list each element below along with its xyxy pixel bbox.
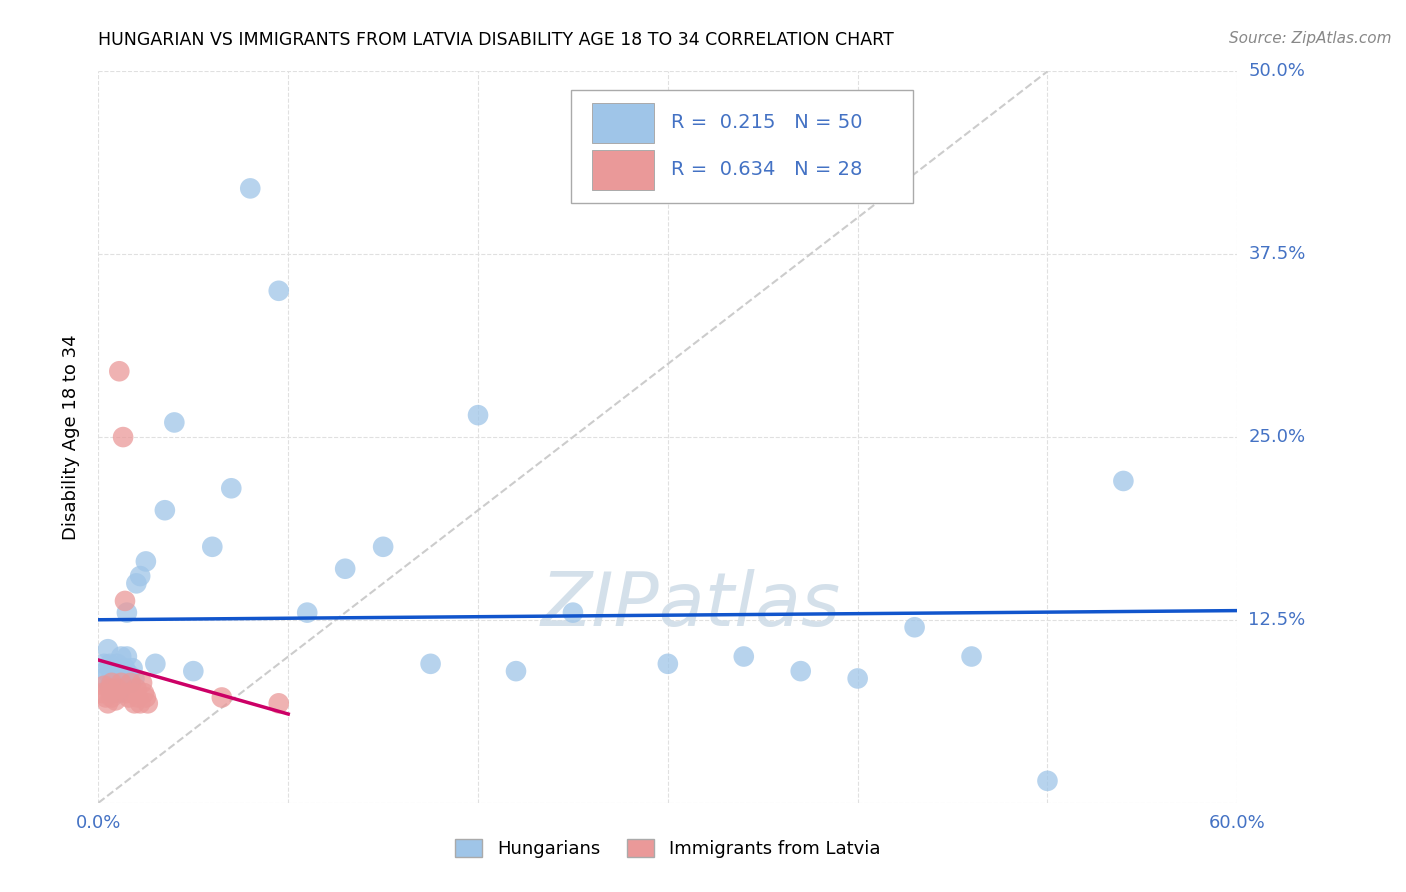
Point	[201, 540, 224, 554]
Text: HUNGARIAN VS IMMIGRANTS FROM LATVIA DISABILITY AGE 18 TO 34 CORRELATION CHART: HUNGARIAN VS IMMIGRANTS FROM LATVIA DISA…	[98, 31, 894, 49]
Point	[114, 594, 136, 608]
Text: Source: ZipAtlas.com: Source: ZipAtlas.com	[1229, 31, 1392, 46]
Point	[104, 681, 127, 696]
Point	[131, 676, 153, 690]
Point	[121, 661, 143, 675]
Point	[127, 690, 149, 705]
Point	[118, 690, 141, 705]
Point	[419, 657, 441, 671]
Point	[125, 576, 148, 591]
Point	[91, 672, 114, 686]
Point	[100, 676, 122, 690]
Point	[98, 681, 121, 696]
Text: 25.0%: 25.0%	[1249, 428, 1306, 446]
Point	[93, 679, 115, 693]
Point	[211, 690, 233, 705]
Point	[97, 696, 120, 710]
Point	[103, 661, 125, 675]
Point	[112, 672, 135, 686]
Point	[129, 569, 152, 583]
Point	[124, 696, 146, 710]
Point	[1112, 474, 1135, 488]
Point	[733, 649, 755, 664]
Point	[112, 664, 135, 678]
Point	[135, 554, 157, 568]
Point	[98, 657, 121, 671]
Point	[145, 657, 167, 671]
Point	[120, 676, 142, 690]
Point	[267, 696, 290, 710]
Point	[110, 676, 132, 690]
Point	[98, 679, 121, 693]
Point	[121, 686, 143, 700]
Point	[115, 606, 138, 620]
Point	[136, 696, 159, 710]
Point	[91, 686, 114, 700]
Point	[267, 284, 290, 298]
Point	[94, 690, 117, 705]
Point	[112, 430, 135, 444]
Point	[125, 681, 148, 696]
Point	[94, 664, 117, 678]
Point	[335, 562, 357, 576]
Point	[132, 686, 155, 700]
Point	[960, 649, 983, 664]
Point	[790, 664, 813, 678]
Point	[97, 642, 120, 657]
Point	[107, 667, 129, 681]
Point	[124, 672, 146, 686]
Point	[110, 649, 132, 664]
Point	[183, 664, 205, 678]
Point	[93, 657, 115, 671]
Point	[100, 686, 122, 700]
Point	[115, 686, 138, 700]
Point	[505, 664, 527, 678]
Point	[562, 606, 585, 620]
Point	[163, 416, 186, 430]
Y-axis label: Disability Age 18 to 34: Disability Age 18 to 34	[62, 334, 80, 540]
Point	[114, 661, 136, 675]
Point	[103, 686, 125, 700]
Point	[1036, 773, 1059, 788]
Point	[657, 657, 679, 671]
Point	[846, 672, 869, 686]
Point	[129, 696, 152, 710]
Text: R =  0.634   N = 28: R = 0.634 N = 28	[671, 161, 863, 179]
FancyBboxPatch shape	[592, 103, 654, 143]
Point	[153, 503, 176, 517]
Point	[120, 676, 142, 690]
Text: 12.5%: 12.5%	[1249, 611, 1306, 629]
Point	[104, 693, 127, 707]
Point	[100, 667, 122, 681]
Point	[108, 686, 131, 700]
Text: 37.5%: 37.5%	[1249, 245, 1306, 263]
Point	[100, 690, 122, 705]
Point	[115, 649, 138, 664]
Text: 50.0%: 50.0%	[1249, 62, 1305, 80]
Point	[108, 364, 131, 378]
FancyBboxPatch shape	[571, 90, 912, 203]
Legend: Hungarians, Immigrants from Latvia: Hungarians, Immigrants from Latvia	[446, 830, 890, 867]
Point	[239, 181, 262, 195]
Point	[118, 667, 141, 681]
Point	[103, 676, 125, 690]
Point	[107, 681, 129, 696]
FancyBboxPatch shape	[592, 150, 654, 190]
Point	[371, 540, 394, 554]
Point	[135, 690, 157, 705]
Point	[467, 408, 489, 422]
Point	[904, 620, 927, 634]
Text: R =  0.215   N = 50: R = 0.215 N = 50	[671, 113, 863, 132]
Point	[221, 481, 243, 495]
Text: ZIPatlas: ZIPatlas	[540, 569, 841, 641]
Point	[107, 657, 129, 671]
Point	[297, 606, 319, 620]
